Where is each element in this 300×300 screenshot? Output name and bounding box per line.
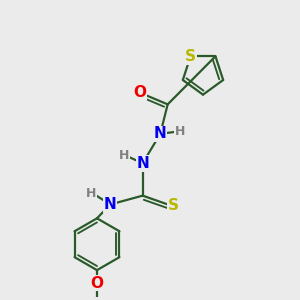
Text: H: H (86, 187, 96, 200)
Text: O: O (91, 276, 103, 291)
Text: H: H (119, 149, 129, 162)
Text: H: H (175, 125, 185, 138)
Text: O: O (133, 85, 146, 100)
Text: S: S (168, 198, 179, 213)
Text: N: N (104, 197, 117, 212)
Text: N: N (136, 156, 149, 171)
Text: S: S (185, 49, 196, 64)
Text: N: N (154, 126, 167, 141)
